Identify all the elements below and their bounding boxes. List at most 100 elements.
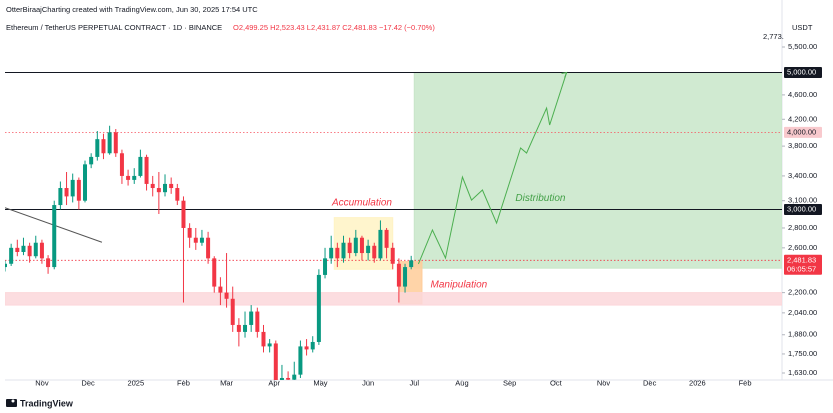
level-label: 4,000.00 — [787, 127, 816, 136]
candle-body — [378, 229, 383, 259]
projection-path — [417, 72, 568, 265]
x-tick-label: Mar — [220, 378, 233, 387]
candle-body — [224, 292, 229, 299]
candle-body — [366, 245, 371, 254]
x-tick-label: Aug — [455, 378, 468, 387]
symbol: Ethereum / TetherUS PERPETUAL CONTRACT ·… — [6, 23, 222, 32]
x-tick-label: Jul — [409, 378, 419, 387]
candle-body — [33, 242, 38, 257]
y-tick-label: 4,200.00 — [788, 114, 817, 123]
candle-body — [206, 237, 211, 259]
candle-body — [279, 377, 284, 380]
candle-body — [107, 132, 112, 154]
level-label: 3,000.00 — [787, 204, 816, 213]
currency: USDT — [792, 23, 813, 32]
candle-body — [218, 286, 223, 293]
candle-body — [316, 274, 321, 342]
candle-body — [267, 343, 272, 347]
brand: TradingView — [20, 398, 74, 408]
ohlc-legend: O2,499.25 H2,523.43 L2,431.87 C2,481.83 … — [233, 23, 435, 32]
candle-body — [70, 179, 75, 197]
candle-body — [89, 156, 94, 165]
candle-body — [126, 175, 131, 180]
candle-body — [76, 179, 81, 201]
candle-body — [15, 247, 20, 252]
candle-body — [372, 245, 377, 259]
candle-body — [193, 237, 198, 243]
candle-body — [310, 341, 315, 350]
candle-body — [181, 200, 186, 228]
candle-body — [132, 175, 137, 180]
candle-body — [249, 311, 254, 325]
candle-body — [212, 258, 217, 287]
candle-body — [52, 205, 57, 268]
candle-body — [341, 242, 346, 259]
candle-body — [273, 343, 278, 380]
y-tick-label: 3,100.00 — [788, 196, 817, 205]
candle-body — [138, 156, 143, 176]
candle-body — [403, 267, 408, 287]
y-tick-label: 2,040.00 — [788, 308, 817, 317]
candle-body — [21, 245, 26, 252]
candle-body — [298, 346, 303, 375]
x-tick-label: Feb — [739, 378, 752, 387]
candle-body — [359, 237, 364, 254]
candle-body — [292, 374, 297, 380]
y-tick-label: 1,880.00 — [788, 330, 817, 339]
level-label-box — [784, 126, 822, 138]
level-label-box — [784, 203, 822, 215]
countdown: 06:05:57 — [787, 264, 816, 273]
x-tick-label: Apr — [268, 378, 280, 387]
candle-body — [236, 324, 241, 332]
y-tick-label: 3,400.00 — [788, 171, 817, 180]
candle-body — [261, 331, 266, 347]
y-tick-label: 4,600.00 — [788, 90, 817, 99]
candle-body — [150, 183, 155, 189]
axes: 5,000.00 4,000.00 3,000.00 2,481.8306:05:57… — [35, 42, 822, 387]
candle-body — [163, 183, 168, 193]
candle-body — [396, 263, 401, 287]
annotation: Distribution — [515, 193, 565, 204]
y-tick-label: 1,750.00 — [788, 349, 817, 358]
candle-body — [304, 346, 309, 350]
candle-body — [390, 247, 395, 264]
y-tick-label: 3,800.00 — [788, 141, 817, 150]
candle-body — [199, 237, 204, 243]
y-tick-label: 5,500.00 — [788, 42, 817, 51]
x-tick-label: May — [313, 378, 327, 387]
candle-body — [95, 139, 100, 157]
candle-body — [113, 132, 118, 154]
candle-body — [58, 188, 63, 206]
x-tick-label: Oct — [550, 378, 563, 387]
candle-body — [175, 188, 180, 201]
x-tick-label: Dec — [81, 378, 95, 387]
candle-body — [9, 247, 14, 264]
x-tick-label: 2025 — [127, 378, 144, 387]
y-tick-label: 2,600.00 — [788, 243, 817, 252]
x-tick-label: Nov — [597, 378, 611, 387]
candle-body — [119, 153, 124, 176]
level-label: 2,481.83 — [787, 255, 816, 264]
level-label-box — [784, 67, 822, 79]
candle-body — [144, 156, 149, 184]
y-tick-label: 1,630.00 — [788, 368, 817, 377]
level-label-box — [784, 254, 822, 275]
candle-body — [83, 164, 88, 201]
candle-body — [64, 188, 69, 197]
candle-body — [169, 183, 174, 189]
logo — [6, 399, 17, 407]
candle-body — [335, 247, 340, 259]
plot-area: Accumulation Distribution Manipulation — [5, 71, 782, 380]
annotation: Accumulation — [331, 198, 392, 209]
candle-body — [27, 245, 32, 257]
x-tick-label: Dec — [643, 378, 657, 387]
x-tick-label: Jun — [362, 378, 374, 387]
x-tick-label: Feb — [177, 378, 190, 387]
arrow-head — [561, 71, 568, 78]
top-label: 2,773. — [763, 32, 784, 41]
author-line: OtterBiraajCharting created with Trading… — [6, 5, 258, 14]
annotation: Manipulation — [431, 280, 488, 291]
candle-body — [230, 298, 235, 325]
candle-body — [384, 229, 389, 248]
